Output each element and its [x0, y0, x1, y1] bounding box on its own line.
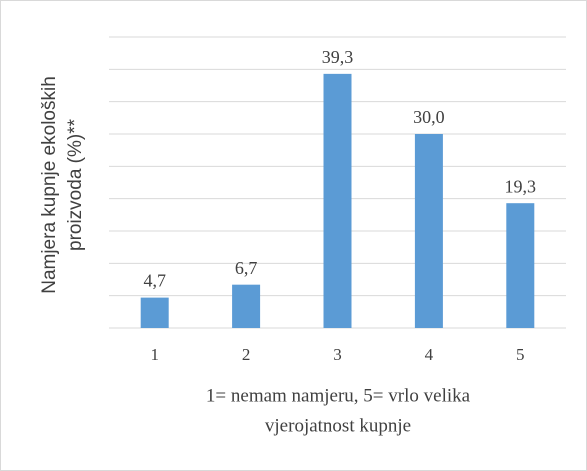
data-label: 30,0: [413, 107, 445, 127]
bar: [232, 284, 261, 328]
x-axis-title-line: vjerojatnost kupnje: [265, 415, 411, 436]
x-tick-label: 3: [333, 345, 342, 364]
x-tick-label: 4: [425, 345, 434, 364]
data-label: 19,3: [505, 176, 537, 196]
data-label: 4,7: [143, 271, 166, 291]
x-axis-title-line: 1= nemam namjeru, 5= vrlo velika: [206, 385, 471, 406]
data-label: 6,7: [235, 258, 258, 278]
x-tick-label: 2: [242, 345, 251, 364]
bar: [414, 134, 443, 328]
x-tick-label: 1: [150, 345, 159, 364]
y-axis-title-line: Namjera kupnje ekoloških: [39, 76, 60, 294]
x-tick-label: 5: [516, 345, 525, 364]
bar: [323, 73, 352, 328]
bar: [140, 297, 169, 328]
bar: [506, 203, 535, 328]
data-label: 39,3: [322, 47, 354, 67]
y-axis-title-line: proizvoda (%)**: [65, 118, 86, 251]
y-axis-title: Namjera kupnje ekoloških proizvoda (%)**: [39, 76, 86, 294]
